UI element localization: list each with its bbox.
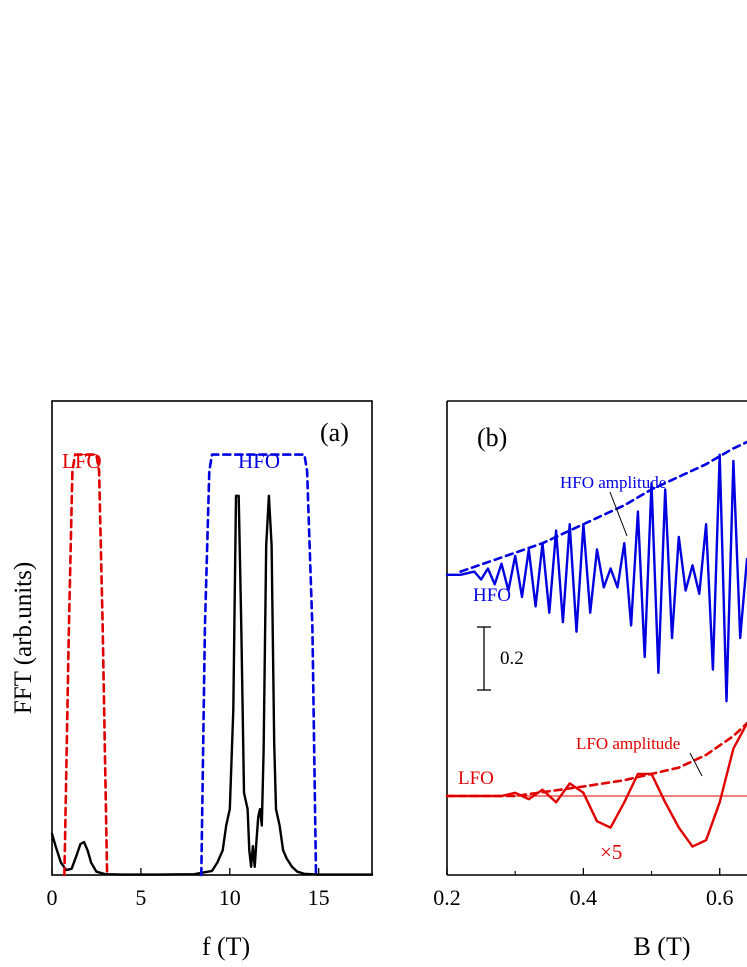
panel-a-y-axis-label: FFT (arb.units) (10, 562, 37, 714)
panel-b-lfo-amplitude-annotation: LFO amplitude (576, 734, 680, 753)
panel-b-x-axis-label: B (T) (633, 932, 690, 961)
panel-b-multiplier-annotation: ×5 (600, 840, 622, 864)
panel-a-x-tick-label-1: 5 (135, 885, 146, 910)
panel-b-lfo-annotation: LFO (458, 768, 494, 789)
panel-b: 0.2 0.4 0.6 (b) HFO amplitude HFO 0.2 LFO … (433, 400, 747, 961)
panel-a-series-fft-spectrum (50, 494, 374, 876)
panel-b-series-lfo-amplitude (445, 721, 747, 798)
panel-b-hfo-annotation: HFO (473, 585, 511, 606)
panel-b-hfo-amplitude-annotation: HFO amplitude (560, 473, 666, 492)
panel-a-lfo-annotation: LFO (62, 449, 102, 473)
panel-a-series-hfo (200, 453, 318, 877)
panel-b-series-hfo (445, 453, 747, 703)
panel-a-label: (a) (320, 418, 349, 447)
panel-a-x-tick-label-3: 15 (308, 885, 330, 910)
panel-b-ticks-group: 0.2 0.4 0.6 (433, 868, 733, 910)
panel-b-x-tick-label-0: 0.2 (433, 885, 461, 910)
panel-a: 0 5 10 15 (a) LFO HFO FFT (arb.units) f (T) (10, 400, 374, 961)
panel-b-hfo-amplitude-pointer (609, 491, 628, 537)
panel-a-series-group (50, 453, 374, 877)
panel-a-x-axis-label: f (T) (202, 932, 250, 961)
scale-bar: 0.2 (477, 626, 524, 691)
panel-a-frame (51, 400, 373, 876)
panel-a-hfo-annotation: HFO (238, 449, 280, 473)
panel-b-series-group (445, 440, 747, 848)
panel-a-x-tick-label-0: 0 (47, 885, 58, 910)
panel-a-series-lfo (63, 453, 109, 877)
scale-bar-label: 0.2 (500, 648, 524, 669)
panel-a-ticks-group: 0 5 10 15 (47, 868, 330, 910)
panel-b-x-tick-label-2: 0.6 (706, 885, 734, 910)
panel-a-x-tick-label-2: 10 (219, 885, 241, 910)
panel-b-x-tick-label-1: 0.4 (570, 885, 598, 910)
panel-b-label: (b) (477, 423, 507, 452)
panel-b-lfo-amplitude-pointer (689, 752, 703, 777)
panel-b-series-hfo-amplitude (459, 440, 747, 573)
